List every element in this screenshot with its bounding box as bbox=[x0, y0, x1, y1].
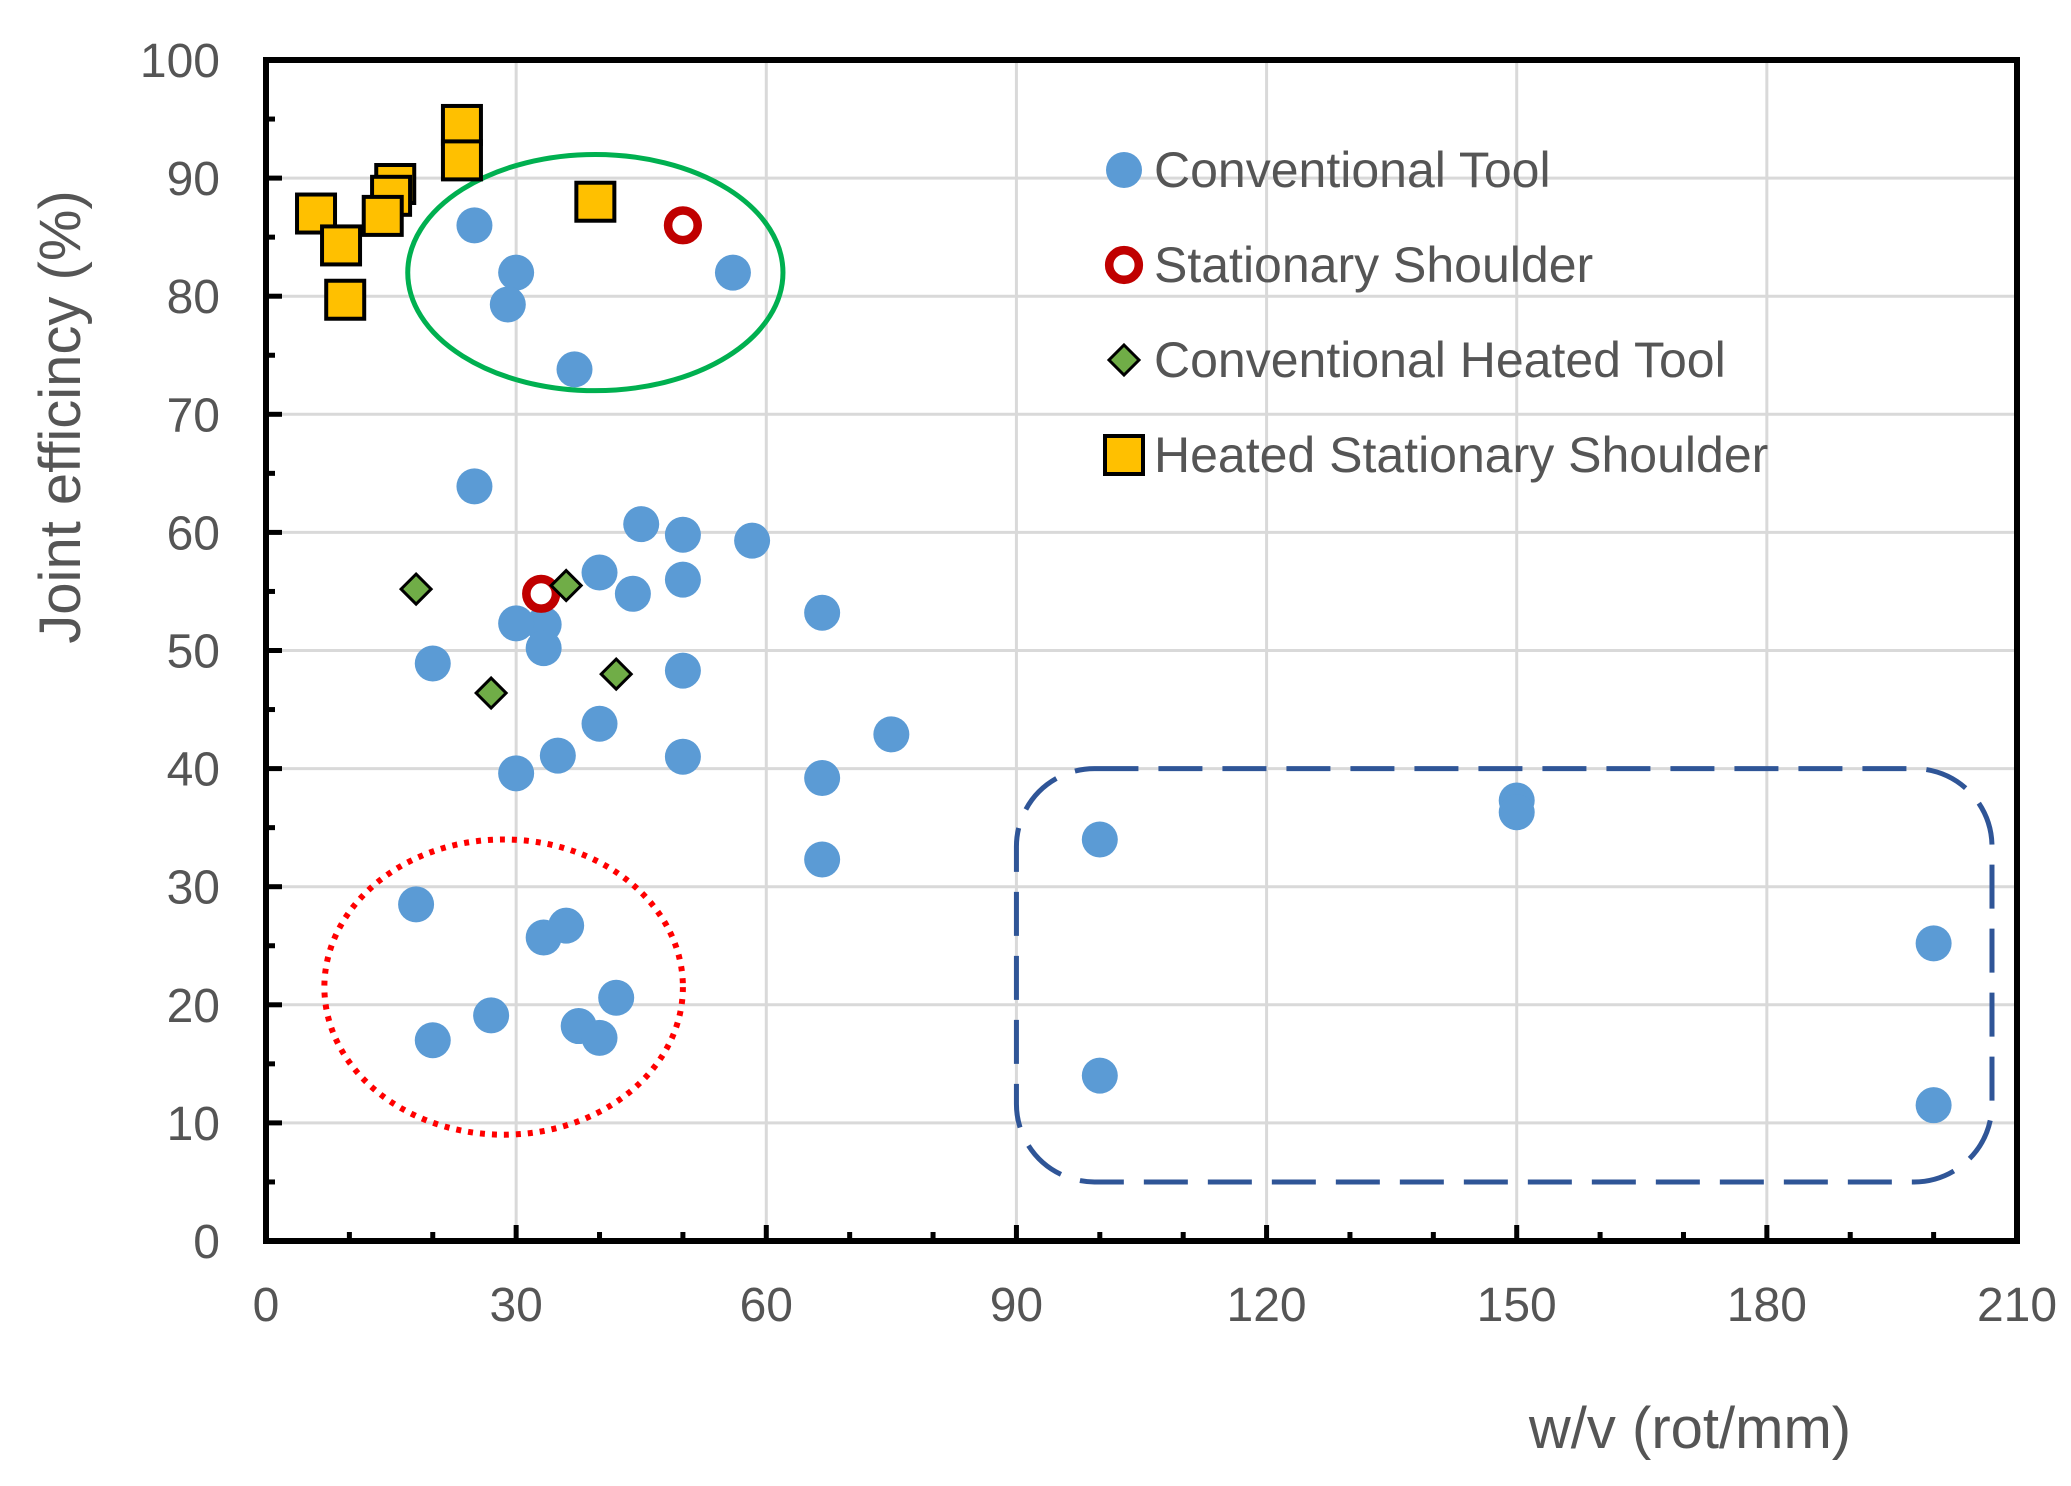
heated-stationary-shoulder-point bbox=[440, 103, 483, 146]
conventional-tool-point bbox=[489, 286, 526, 323]
conventional-tool-point bbox=[581, 554, 618, 591]
legend-marker-stationary-shoulder bbox=[1104, 245, 1144, 285]
y-tick-label: 50 bbox=[167, 626, 220, 679]
conventional-tool-point bbox=[664, 516, 701, 553]
conventional-tool-point bbox=[664, 561, 701, 598]
conventional-tool-point bbox=[456, 207, 493, 244]
x-tick-label: 150 bbox=[1477, 1279, 1557, 1332]
conventional-tool-point bbox=[498, 755, 535, 792]
highlight-annotations bbox=[321, 151, 1995, 1185]
conventional-tool-point bbox=[556, 351, 593, 388]
data-points bbox=[295, 103, 1952, 1124]
y-tick-label: 60 bbox=[167, 507, 220, 560]
legend: Conventional Tool Stationary Shoulder Conv… bbox=[1103, 142, 1768, 483]
conventional-tool-point bbox=[804, 841, 841, 878]
dashed-highlight-box bbox=[1013, 766, 1995, 1185]
conventional-tool-point bbox=[581, 705, 618, 742]
conventional-tool-point bbox=[1081, 1057, 1118, 1094]
solid-highlight-ellipse bbox=[405, 151, 786, 394]
conventional-tool-point bbox=[498, 254, 535, 291]
x-tick-label: 180 bbox=[1727, 1279, 1807, 1332]
conventional-tool-point bbox=[734, 522, 771, 559]
legend-marker-conventional-heated-tool bbox=[1106, 342, 1142, 378]
conventional-tool-point bbox=[539, 737, 576, 774]
y-tick-label: 80 bbox=[167, 271, 220, 324]
conventional-tool-point bbox=[473, 997, 510, 1034]
conventional-tool-point bbox=[598, 979, 635, 1016]
dotted-highlight-ellipse bbox=[321, 836, 686, 1138]
conventional-tool-point bbox=[873, 716, 910, 753]
stationary-shoulder-point bbox=[522, 574, 561, 613]
heated-stationary-shoulder-point bbox=[440, 139, 483, 182]
x-tick-label: 30 bbox=[489, 1279, 542, 1332]
x-tick-label: 0 bbox=[253, 1279, 280, 1332]
conventional-tool-point bbox=[714, 254, 751, 291]
conventional-tool-point bbox=[623, 506, 660, 543]
conventional-heated-tool-point bbox=[474, 675, 509, 711]
conventional-tool-point bbox=[525, 630, 562, 667]
conventional-tool-point-series bbox=[398, 207, 1952, 1124]
legend-marker-heated-stationary-shoulder bbox=[1103, 434, 1145, 476]
conventional-tool-point bbox=[614, 575, 651, 612]
plot-frame bbox=[263, 57, 2020, 1244]
gridlines bbox=[266, 60, 2017, 1241]
conventional-tool-point bbox=[804, 760, 841, 797]
x-tick-label: 120 bbox=[1227, 1279, 1307, 1332]
y-tick-label: 0 bbox=[193, 1216, 220, 1269]
conventional-tool-point bbox=[1081, 821, 1118, 858]
conventional-tool-point bbox=[414, 1022, 451, 1059]
x-tick-label: 90 bbox=[990, 1279, 1043, 1332]
conventional-tool-point bbox=[664, 738, 701, 775]
conventional-tool-point bbox=[1915, 1087, 1952, 1124]
heated-stationary-shoulder-point bbox=[574, 180, 617, 223]
y-tick-label: 90 bbox=[167, 153, 220, 206]
conventional-tool-point bbox=[581, 1019, 618, 1056]
legend-label: Conventional Tool bbox=[1154, 142, 1551, 198]
legend-label: Stationary Shoulder bbox=[1154, 237, 1593, 293]
conventional-tool-point bbox=[398, 886, 435, 923]
conventional-heated-tool-point bbox=[398, 571, 434, 607]
conventional-tool-point bbox=[1915, 925, 1952, 962]
x-tick-label: 210 bbox=[1977, 1279, 2057, 1332]
y-tick-label: 30 bbox=[167, 862, 220, 915]
y-tick-label: 40 bbox=[167, 744, 220, 797]
conventional-tool-point bbox=[804, 594, 841, 631]
y-tick-label: 70 bbox=[167, 389, 220, 442]
legend-label: Heated Stationary Shoulder bbox=[1154, 427, 1768, 483]
y-tick-label: 10 bbox=[167, 1098, 220, 1151]
conventional-tool-point bbox=[456, 468, 493, 505]
legend-marker-conventional-tool bbox=[1106, 152, 1142, 188]
y-tick-label: 20 bbox=[167, 980, 220, 1033]
conventional-heated-tool-point-series bbox=[398, 568, 634, 711]
legend-label: Conventional Heated Tool bbox=[1154, 332, 1726, 388]
stationary-shoulder-point-series bbox=[522, 206, 702, 613]
x-tick-label: 60 bbox=[740, 1279, 793, 1332]
y-tick-label: 100 bbox=[140, 35, 220, 88]
conventional-tool-point bbox=[1498, 794, 1535, 831]
heated-stationary-shoulder-point bbox=[324, 278, 367, 321]
conventional-heated-tool-point bbox=[549, 568, 584, 603]
x-tick-labels: 0 30 60 90 120 150 180 210 bbox=[253, 1279, 2057, 1332]
conventional-tool-point bbox=[664, 652, 701, 689]
conventional-tool-point bbox=[414, 645, 451, 682]
heated-stationary-shoulder-point bbox=[320, 224, 363, 267]
y-tick-labels: 0 10 20 30 40 50 60 70 80 90 100 bbox=[140, 35, 220, 1269]
heated-stationary-shoulder-point bbox=[361, 194, 404, 237]
stationary-shoulder-point bbox=[663, 206, 702, 245]
x-axis-title: w/v (rot/mm) bbox=[1528, 1396, 1851, 1461]
conventional-heated-tool-point bbox=[599, 656, 634, 692]
y-axis-title: Joint efficincy (%) bbox=[28, 190, 93, 643]
heated-stationary-shoulder-point-series bbox=[295, 103, 617, 321]
conventional-tool-point bbox=[498, 605, 535, 642]
conventional-tool-point bbox=[548, 907, 585, 944]
